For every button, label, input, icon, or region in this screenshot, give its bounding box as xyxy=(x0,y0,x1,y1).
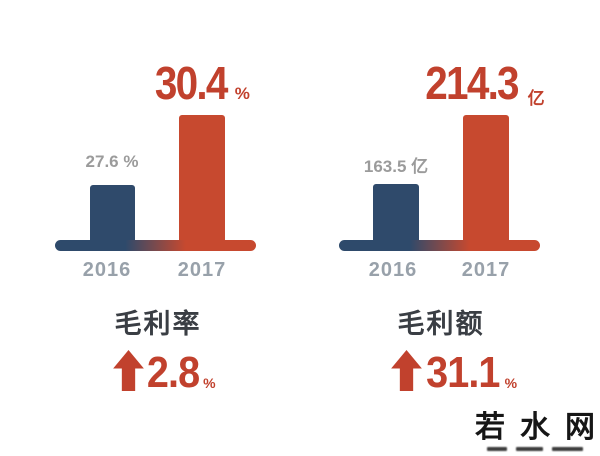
watermark-subtext-segment xyxy=(516,446,543,451)
previous-year-value-label: 163.5 亿 xyxy=(363,157,429,176)
up-arrow-icon xyxy=(391,350,422,391)
headline-unit: % xyxy=(234,84,250,103)
bar-2016 xyxy=(373,184,419,246)
year-label-2016: 2016 xyxy=(82,259,132,281)
up-arrow-icon xyxy=(113,350,144,391)
year-label-2017: 2017 xyxy=(177,259,227,281)
watermark-subtext-segment xyxy=(552,446,583,451)
chart-title: 毛利率 xyxy=(114,309,202,340)
delta-unit: % xyxy=(203,375,216,391)
delta-change: 2.8 % xyxy=(113,345,216,395)
headline-unit: 亿 xyxy=(527,89,545,108)
delta-change: 31.1 % xyxy=(391,345,517,395)
year-label-2017: 2017 xyxy=(461,259,511,281)
watermark-text: 若 水 网 xyxy=(472,412,598,444)
delta-unit: % xyxy=(504,375,518,391)
chart-title: 毛利额 xyxy=(397,309,485,340)
watermark-char: 网 xyxy=(565,410,595,445)
watermark-subtext-segment xyxy=(487,446,507,451)
watermark: 若 水 网 xyxy=(472,412,598,451)
delta-value: 2.8 xyxy=(146,348,200,397)
delta-value: 31.1 xyxy=(426,348,500,397)
previous-year-value-label: 27.6 % xyxy=(85,152,139,171)
headline-2017-value: 30.4 % xyxy=(90,60,310,106)
headline-2017-value: 214.3 亿 xyxy=(372,60,592,109)
bar-2017 xyxy=(179,115,225,246)
watermark-char: 若 xyxy=(475,410,505,445)
headline-number: 214.3 xyxy=(425,57,520,109)
baseline-axis xyxy=(55,240,256,251)
baseline-axis xyxy=(339,240,540,251)
watermark-char: 水 xyxy=(520,410,550,445)
headline-number: 30.4 xyxy=(155,57,228,109)
bar-2016 xyxy=(90,185,135,246)
year-label-2016: 2016 xyxy=(368,259,418,281)
bar-2017 xyxy=(463,115,509,246)
watermark-subtext-smudge xyxy=(472,446,598,451)
